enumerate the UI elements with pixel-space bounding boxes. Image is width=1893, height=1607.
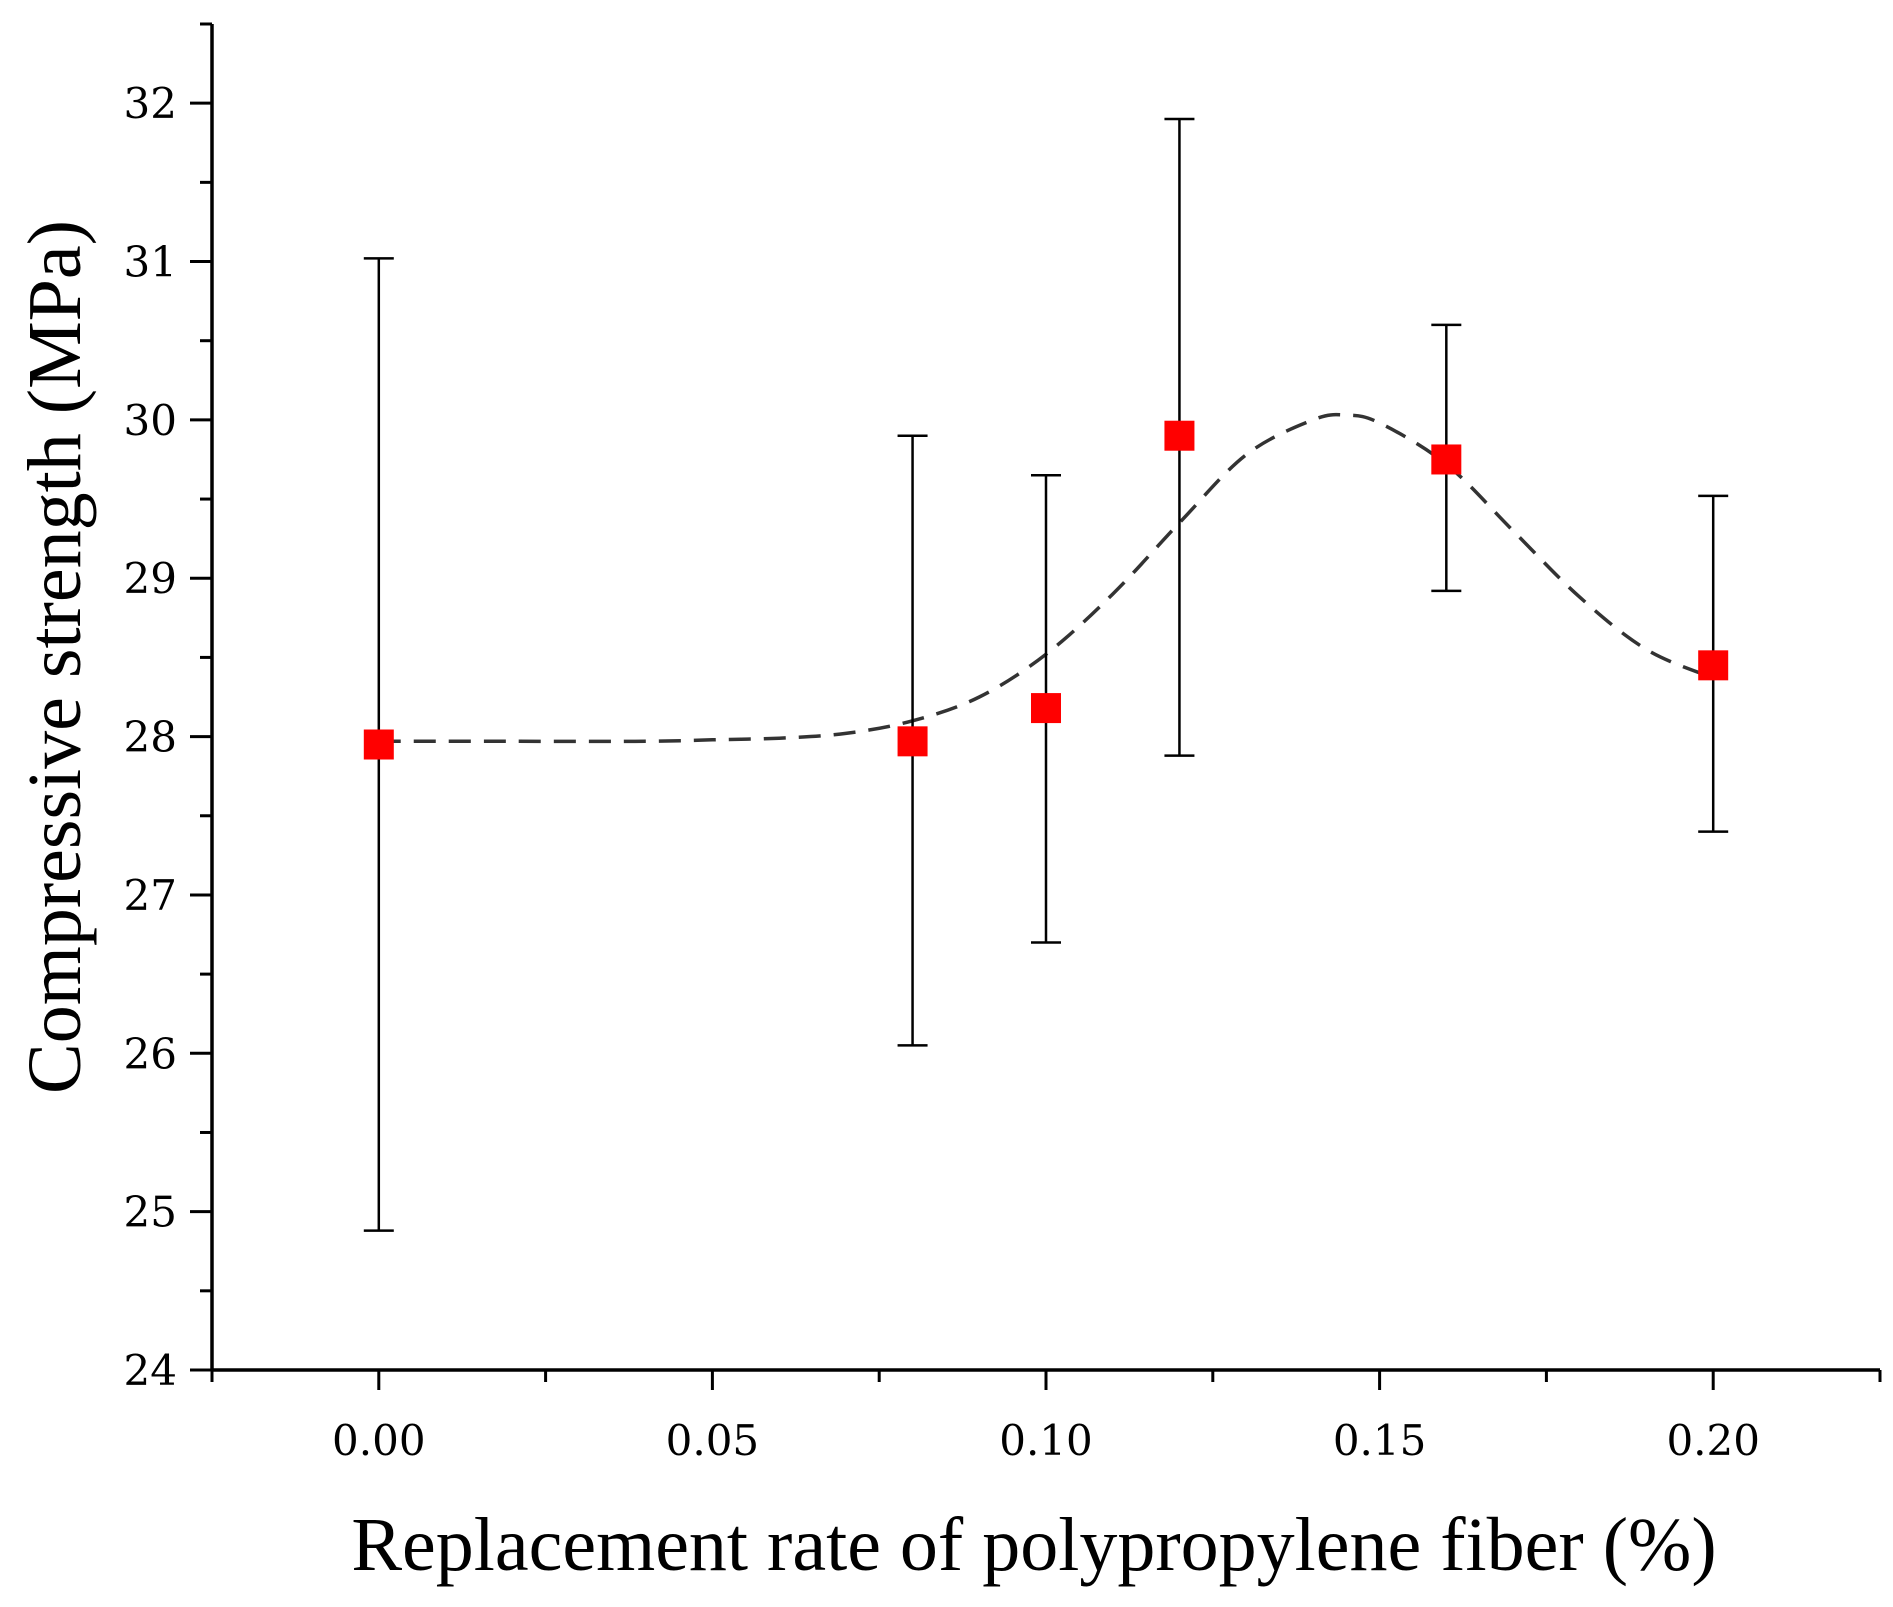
data-point bbox=[1698, 650, 1729, 681]
data-point bbox=[1031, 693, 1061, 724]
fit-curve-layer bbox=[378, 412, 1714, 744]
x-tick-label: 0.00 bbox=[332, 1416, 426, 1465]
x-tick-label: 0.15 bbox=[1333, 1416, 1427, 1465]
y-tick-label: 28 bbox=[124, 713, 177, 762]
y-tick-label: 25 bbox=[124, 1188, 177, 1237]
y-tick-label: 27 bbox=[124, 871, 177, 920]
y-tick-label: 32 bbox=[124, 79, 177, 128]
x-axis-title: Replacement rate of polypropylene fiber … bbox=[351, 1503, 1716, 1587]
markers-layer bbox=[363, 420, 1729, 760]
data-point bbox=[1164, 420, 1195, 451]
fit-curve bbox=[378, 412, 1714, 744]
y-tick-label: 29 bbox=[124, 554, 177, 603]
y-axis-title: Compressive strength (MPa) bbox=[13, 220, 97, 1094]
y-tick-label: 24 bbox=[124, 1346, 177, 1395]
axes: 24 25 26 27 28 29 30 31 32 0.00 0.05 0.10 0.15 0.20 bbox=[124, 22, 1882, 1465]
y-tick-label: 26 bbox=[124, 1029, 177, 1078]
data-point bbox=[897, 726, 928, 757]
y-tick-label: 31 bbox=[124, 238, 177, 287]
data-point bbox=[1431, 444, 1462, 475]
data-point bbox=[363, 729, 394, 760]
x-tick-label: 0.10 bbox=[999, 1416, 1093, 1465]
x-tick-label: 0.05 bbox=[666, 1416, 760, 1465]
y-tick-label: 30 bbox=[124, 396, 177, 445]
x-tick-label: 0.20 bbox=[1666, 1416, 1760, 1465]
